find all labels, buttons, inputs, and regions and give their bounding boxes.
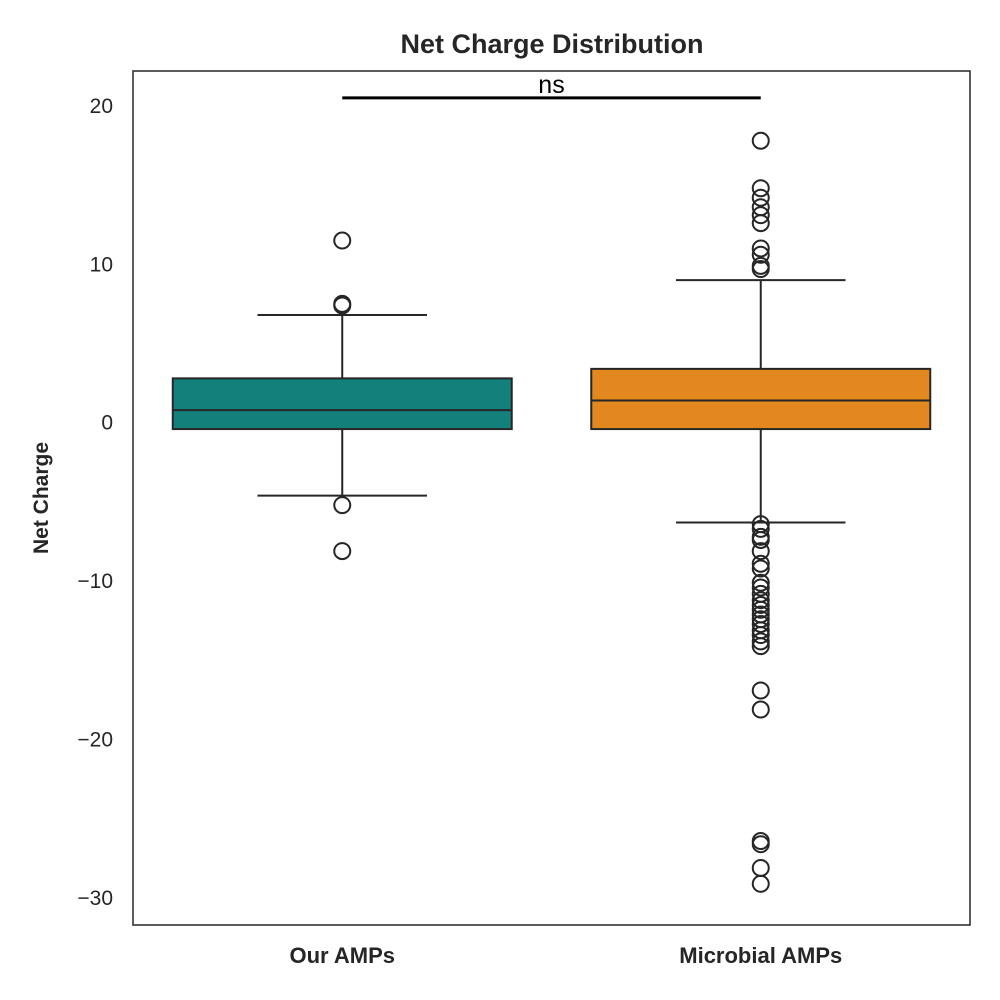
outlier-point [751, 245, 770, 264]
outlier-point [751, 595, 770, 614]
y-tick-label: 20 [90, 95, 113, 118]
y-axis-label: Net Charge [30, 442, 53, 554]
outlier-point [751, 131, 770, 150]
outlier-point [751, 681, 770, 700]
y-tick-label: −10 [77, 570, 113, 593]
box-iqr [590, 367, 932, 431]
outlier-point [751, 260, 770, 279]
outlier-point [751, 632, 770, 651]
significance-label: ns [538, 71, 564, 99]
box-plot-layer [171, 131, 932, 893]
outlier-point [751, 542, 770, 561]
outlier-point [751, 700, 770, 719]
outlier-point [751, 578, 770, 597]
outlier-point [751, 614, 770, 633]
outlier-point [751, 573, 770, 592]
outlier-point [751, 554, 770, 573]
outlier-point [751, 626, 770, 645]
outlier-point [751, 214, 770, 233]
significance-annotation: ns [342, 71, 761, 100]
outlier-point [751, 874, 770, 893]
x-axis: Our AMPs Microbial AMPs [289, 943, 842, 968]
y-tick-label: 0 [101, 412, 113, 435]
x-tick-label: Microbial AMPs [679, 943, 842, 968]
outlier-point [751, 858, 770, 877]
plot-frame [132, 70, 971, 926]
outlier-point [751, 239, 770, 258]
outlier-point [333, 542, 352, 561]
y-tick-label: 10 [90, 253, 113, 276]
outlier-point [333, 496, 352, 515]
y-tick-label: −30 [77, 887, 113, 910]
box-group [171, 231, 513, 561]
box-iqr [171, 377, 513, 431]
y-axis: 20 10 0 −10 −20 −30 [77, 95, 113, 910]
outlier-point [751, 530, 770, 549]
outlier-point [751, 519, 770, 538]
box-group [590, 131, 932, 893]
outlier-point [751, 600, 770, 619]
outlier-point [751, 835, 770, 854]
outlier-point [751, 206, 770, 225]
y-tick-label: −20 [77, 729, 113, 752]
outlier-point [751, 559, 770, 578]
outlier-point [333, 231, 352, 250]
outlier-point [751, 188, 770, 207]
x-tick-label: Our AMPs [289, 943, 395, 968]
chart-title: Net Charge Distribution [400, 29, 703, 59]
outlier-point [751, 591, 770, 610]
outlier-point [751, 637, 770, 656]
outlier-point [751, 179, 770, 198]
outlier-point [333, 294, 352, 313]
